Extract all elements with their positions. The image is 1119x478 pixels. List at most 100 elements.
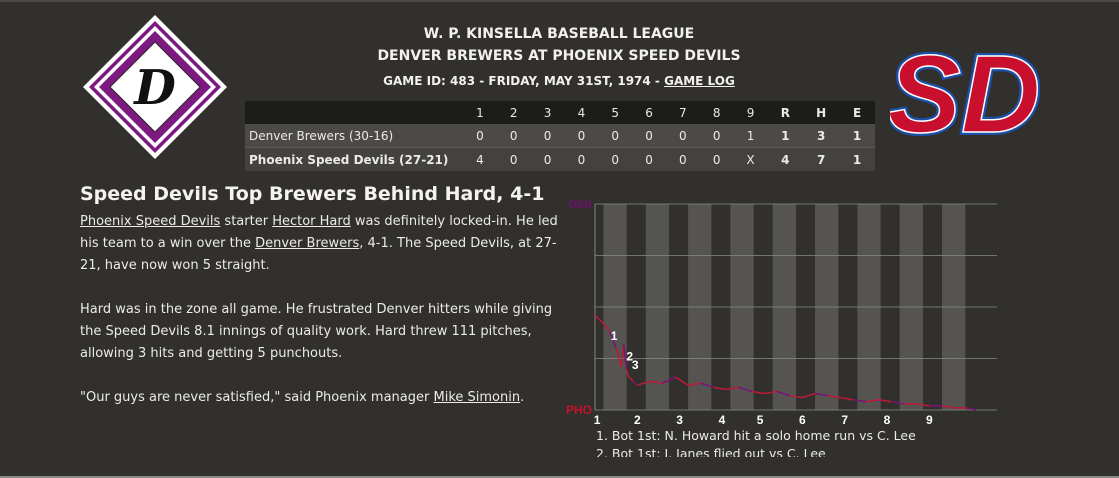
play-marker: 3 bbox=[632, 358, 639, 372]
inning-cell: 0 bbox=[530, 124, 565, 148]
wp-line-segment bbox=[764, 390, 778, 395]
inning-cell: 0 bbox=[564, 124, 599, 148]
wp-line-segment bbox=[637, 380, 651, 386]
wp-line-segment bbox=[878, 398, 892, 403]
header-team bbox=[245, 101, 463, 124]
x-tick-label: 9 bbox=[926, 413, 933, 426]
wp-line-segment bbox=[726, 386, 739, 391]
wp-line-segment bbox=[776, 390, 790, 397]
wp-line-segment bbox=[802, 392, 816, 399]
game-log-link[interactable]: GAME LOG bbox=[664, 74, 735, 88]
wp-line-segment bbox=[967, 407, 977, 411]
home-runs: 4 bbox=[767, 147, 804, 171]
article-headline: Speed Devils Top Brewers Behind Hard, 4-… bbox=[80, 183, 545, 205]
wp-line-segment bbox=[853, 398, 866, 403]
inning-cell: 0 bbox=[699, 147, 734, 171]
wp-line-segment bbox=[594, 314, 604, 325]
wp-line-segment bbox=[662, 376, 676, 384]
phoenix-team-link[interactable]: Phoenix Speed Devils bbox=[80, 214, 221, 229]
article-paragraph-2: Hard was in the zone all game. He frustr… bbox=[80, 302, 553, 361]
inning-cell: 0 bbox=[632, 124, 666, 148]
x-tick-label: 3 bbox=[676, 413, 683, 426]
top-border bbox=[0, 0, 1119, 2]
text-span: . bbox=[520, 390, 525, 405]
away-errors: 1 bbox=[839, 124, 875, 148]
denver-brewers-logo[interactable]: D bbox=[80, 12, 230, 162]
wp-line-segment bbox=[615, 348, 622, 367]
wp-line-segment bbox=[738, 386, 752, 393]
inning-cell: 0 bbox=[462, 124, 497, 148]
inning-cell: 0 bbox=[496, 147, 531, 171]
header-hits: H bbox=[803, 101, 840, 124]
wp-line-segment bbox=[700, 382, 714, 389]
wp-line-segment bbox=[628, 376, 634, 382]
svg-text:SD: SD bbox=[890, 33, 1040, 149]
wp-line-segment bbox=[941, 405, 955, 409]
wp-line-segment bbox=[789, 394, 803, 399]
x-tick-label: 2 bbox=[634, 413, 641, 426]
inning-cell: 0 bbox=[665, 124, 700, 148]
inning-cell: 1 bbox=[733, 124, 768, 148]
header-col: 6 bbox=[632, 101, 666, 124]
game-id-date: GAME ID: 483 - FRIDAY, MAY 31ST, 1974 - bbox=[383, 74, 660, 88]
svg-text:SD: SD bbox=[890, 33, 1040, 149]
league-title: W. P. KINSELLA BASEBALL LEAGUE bbox=[423, 26, 695, 42]
wp-line-segment bbox=[827, 394, 841, 399]
home-team-name[interactable]: Phoenix Speed Devils (27-21) bbox=[245, 147, 463, 171]
x-tick-label: 5 bbox=[757, 413, 764, 426]
inning-cell: 0 bbox=[699, 124, 734, 148]
text-span: "Our guys are never satisfied," said Pho… bbox=[80, 390, 434, 405]
article-body: Phoenix Speed Devils starter Hector Hard… bbox=[80, 211, 558, 431]
wp-line-segment bbox=[840, 396, 854, 401]
wp-line-segment bbox=[602, 323, 611, 333]
mike-simonin-link[interactable]: Mike Simonin bbox=[433, 390, 521, 405]
inning-cell: X bbox=[733, 147, 768, 171]
pho-axis-label: PHO bbox=[566, 403, 592, 417]
x-tick-label: 6 bbox=[799, 413, 806, 426]
away-team-row: Denver Brewers (30-16) 0 0 0 0 0 0 0 0 1… bbox=[245, 124, 875, 148]
header-errors: E bbox=[839, 101, 875, 124]
wp-line-segment bbox=[916, 403, 930, 407]
x-tick-label: 1 bbox=[594, 413, 601, 426]
wp-line-segment bbox=[623, 344, 628, 369]
article-paragraph-3: "Our guys are never satisfied," said Pho… bbox=[80, 387, 558, 409]
header-runs: R bbox=[767, 101, 804, 124]
hector-hard-link[interactable]: Hector Hard bbox=[272, 214, 351, 229]
inning-cell: 0 bbox=[632, 147, 666, 171]
wp-line-segment bbox=[625, 368, 630, 378]
inning-cell: 0 bbox=[665, 147, 700, 171]
inning-cell: 0 bbox=[496, 124, 531, 148]
denver-team-link[interactable]: Denver Brewers bbox=[255, 236, 360, 251]
box-score-header: 1 2 3 4 5 6 7 8 9 R H E bbox=[245, 101, 875, 124]
home-errors: 1 bbox=[839, 147, 875, 171]
home-team-row: Phoenix Speed Devils (27-21) 4 0 0 0 0 0… bbox=[245, 147, 875, 171]
away-runs: 1 bbox=[767, 124, 804, 148]
play-item: 2. Bot 1st: J. Janes flied out vs C. Lee bbox=[596, 446, 826, 457]
header-col: 7 bbox=[665, 101, 700, 124]
article-paragraph-1: Phoenix Speed Devils starter Hector Hard… bbox=[80, 211, 558, 277]
away-team-name[interactable]: Denver Brewers (30-16) bbox=[245, 124, 463, 148]
play-list: 1. Bot 1st: N. Howard hit a solo home ru… bbox=[596, 427, 1006, 457]
play-marker: 1 bbox=[611, 329, 618, 343]
header-col: 1 bbox=[462, 101, 497, 124]
wp-line-segment bbox=[891, 401, 905, 405]
header-col: 2 bbox=[496, 101, 531, 124]
svg-text:D: D bbox=[132, 60, 176, 116]
inning-cell: 0 bbox=[564, 147, 599, 171]
header-col: 9 bbox=[733, 101, 768, 124]
phoenix-speed-devils-logo[interactable]: SD SD bbox=[890, 24, 1040, 149]
game-info: GAME ID: 483 - FRIDAY, MAY 31ST, 1974 - … bbox=[245, 74, 873, 88]
inning-cell: 0 bbox=[530, 147, 565, 171]
wp-line-segment bbox=[649, 380, 663, 384]
text-span: starter bbox=[220, 214, 273, 229]
text-span: was definitely locked-in. He led his tea… bbox=[80, 214, 558, 251]
header-col: 5 bbox=[598, 101, 633, 124]
x-tick-label: 7 bbox=[841, 413, 848, 426]
wp-line-segment bbox=[865, 398, 879, 403]
wp-line-segment bbox=[687, 382, 701, 387]
header-col: 8 bbox=[699, 101, 734, 124]
x-tick-label: 4 bbox=[719, 413, 726, 426]
play-marker: 2 bbox=[626, 350, 633, 364]
home-hits: 7 bbox=[803, 147, 840, 171]
